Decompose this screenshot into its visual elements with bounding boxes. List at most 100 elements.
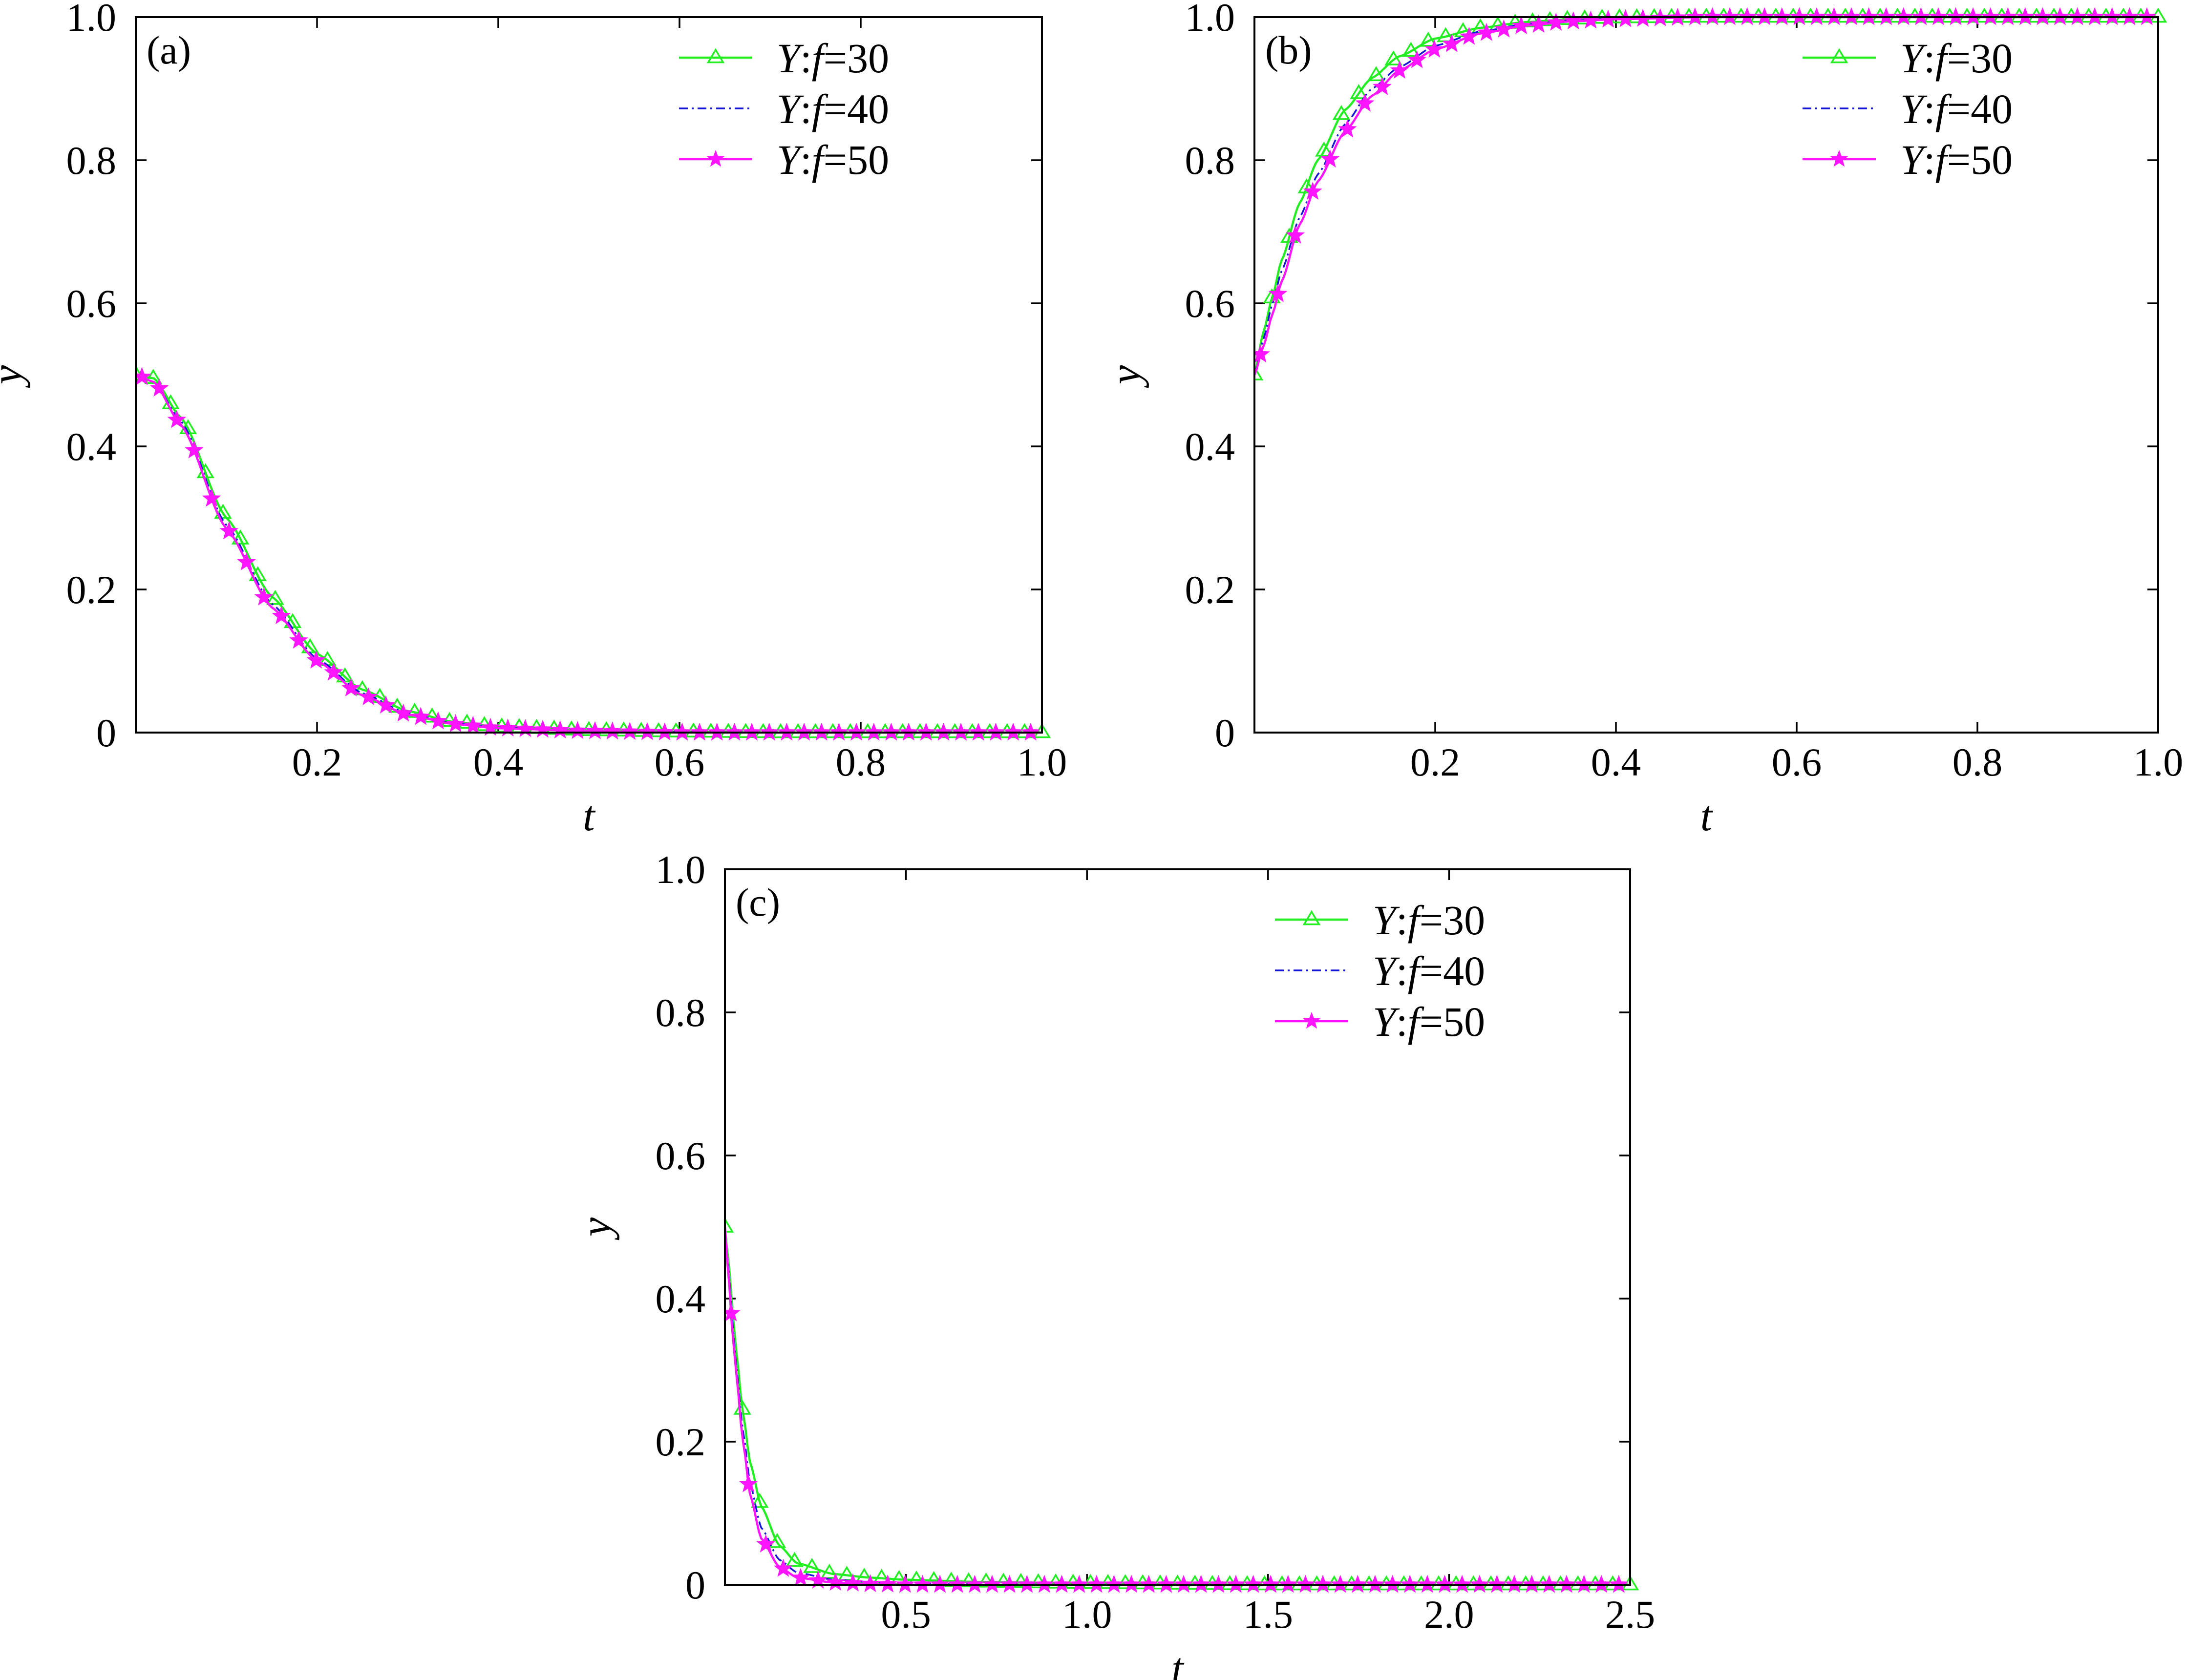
data-point-star	[324, 662, 343, 681]
data-point-triangle	[336, 667, 354, 683]
y-axis-label: y	[573, 1217, 620, 1240]
data-point-triangle	[423, 707, 441, 723]
data-point-star	[167, 410, 187, 428]
legend-entry-label: Y:f=50	[777, 136, 889, 183]
legend-marker-star	[1302, 1012, 1321, 1029]
y-axis-label: y	[0, 365, 31, 388]
data-point-star	[637, 722, 657, 740]
x-tick-label: 0.8	[1953, 740, 2003, 784]
y-tick-label: 0	[685, 1563, 705, 1607]
legend-marker-triangle	[706, 48, 725, 63]
x-tick-label: 0.2	[292, 740, 342, 784]
data-point-star	[756, 1534, 776, 1553]
data-point-triangle	[1384, 50, 1402, 65]
data-point-triangle	[1332, 105, 1351, 120]
data-point-triangle	[136, 365, 145, 380]
y-tick-label: 1.0	[1185, 0, 1235, 40]
data-point-star	[149, 378, 169, 397]
legend-marker-triangle	[1302, 910, 1321, 925]
y-tick-label: 0.2	[66, 567, 117, 612]
data-point-star	[620, 721, 639, 740]
data-point-star	[1337, 119, 1357, 138]
data-point-triangle	[1419, 31, 1438, 47]
legend: Y:f=30Y:f=40Y:f=50	[1803, 35, 2013, 183]
panel-c: 0.5 1.0 1.5 2.0 2.5 0 0.2 0.4 0.6 0.8 1.0 t y (c) Y:f=…	[573, 847, 1655, 1680]
x-tick-label: 2.5	[1605, 1592, 1655, 1637]
data-point-star	[272, 606, 291, 625]
panel-label: (c)	[736, 880, 780, 924]
panel-label: (a)	[147, 28, 191, 72]
x-tick-label: 0.2	[1410, 740, 1461, 784]
data-point-star	[878, 1574, 897, 1593]
data-point-star	[1303, 182, 1322, 200]
data-point-star	[1373, 77, 1392, 95]
data-point-triangle	[1401, 42, 1420, 57]
data-point-triangle	[977, 1572, 995, 1588]
data-point-star	[725, 1303, 741, 1322]
data-point-star	[1477, 22, 1496, 41]
y-tick-label: 1.0	[66, 0, 117, 40]
y-tick-label: 0.8	[66, 138, 117, 183]
legend-entry-label: Y:f=50	[1373, 998, 1485, 1045]
data-point-star	[585, 721, 605, 739]
data-point-triangle	[249, 566, 267, 582]
legend-entry-label: Y:f=30	[777, 35, 889, 82]
data-point-triangle	[1315, 141, 1333, 157]
data-point-triangle	[1297, 178, 1316, 193]
data-point-triangle	[959, 1572, 978, 1588]
data-point-triangle	[214, 504, 232, 519]
x-tick-label: 1.0	[2133, 740, 2184, 784]
data-point-triangle	[994, 1573, 1013, 1588]
legend-entry-label: Y:f=40	[777, 85, 889, 132]
data-point-star	[1268, 284, 1288, 302]
data-point-star	[1254, 344, 1270, 363]
data-point-star	[306, 650, 326, 669]
legend-entry-label: Y:f=30	[1373, 897, 1485, 944]
y-tick-label: 0	[96, 711, 116, 755]
data-point-star	[359, 687, 378, 705]
x-tick-label: 1.0	[1062, 1592, 1112, 1637]
x-axis-label: t	[583, 793, 596, 840]
data-point-star	[1546, 12, 1566, 31]
data-point-star	[655, 722, 675, 741]
legend: Y:f=30Y:f=40Y:f=50	[1275, 897, 1485, 1045]
y-axis-label: y	[1102, 365, 1149, 388]
data-point-star	[826, 1573, 845, 1591]
data-point-star	[568, 721, 587, 739]
panel-a: 0.2 0.4 0.6 0.8 1.0 0 0.2 0.4 0.6 0.8 1.0 t y (a) Y:f=…	[0, 0, 1067, 840]
y-tick-label: 0.8	[1185, 138, 1235, 183]
data-point-triangle	[266, 589, 284, 605]
data-point-star	[446, 714, 466, 733]
data-point-triangle	[820, 1563, 839, 1579]
y-tick-label: 0.6	[66, 281, 117, 326]
data-point-star	[551, 720, 570, 738]
data-point-star	[1286, 226, 1305, 244]
data-point-star	[394, 703, 413, 722]
x-tick-label: 2.0	[1424, 1592, 1474, 1637]
y-tick-label: 0.4	[1185, 424, 1235, 469]
x-tick-label: 1.0	[1017, 740, 1067, 784]
data-point-star	[254, 587, 274, 606]
x-axis-label: t	[1700, 793, 1714, 840]
axes-frame	[724, 868, 1631, 1586]
data-point-star	[1407, 50, 1427, 68]
data-point-triangle	[231, 529, 250, 545]
data-point-star	[289, 630, 308, 649]
data-point-triangle	[1523, 12, 1542, 27]
data-point-triangle	[725, 1218, 734, 1233]
legend-entry-label: Y:f=40	[1900, 85, 2013, 132]
legend-marker-star	[1830, 150, 1848, 167]
data-point-star	[843, 1573, 863, 1592]
data-point-star	[219, 521, 239, 540]
data-point-star	[1320, 149, 1340, 168]
data-point-triangle	[1033, 723, 1051, 738]
data-point-triangle	[1012, 1573, 1030, 1588]
data-point-star	[603, 721, 622, 740]
y-tick-label: 0.6	[1185, 281, 1235, 326]
data-point-star	[1494, 19, 1513, 38]
data-point-triangle	[803, 1557, 821, 1573]
data-point-star	[1459, 26, 1479, 45]
legend-entry-label: Y:f=50	[1900, 136, 2013, 183]
legend-entry-label: Y:f=30	[1900, 35, 2013, 82]
data-point-star	[237, 552, 256, 570]
